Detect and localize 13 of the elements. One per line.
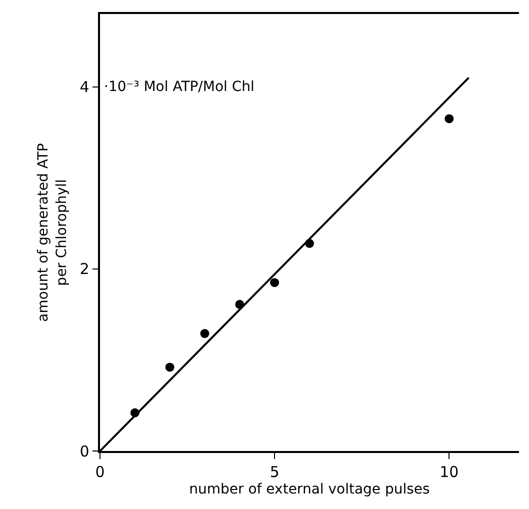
point <box>444 114 454 124</box>
y-axis-title: amount of generated ATP per Chlorophyll <box>36 143 70 322</box>
x-tick-label: 5 <box>270 462 280 481</box>
point <box>200 329 210 338</box>
point <box>165 362 174 372</box>
point <box>270 278 280 288</box>
annotation: ·10⁻³ Mol ATP/Mol Chl <box>104 79 254 95</box>
y-tick-label: 4 <box>80 78 90 96</box>
x-tick-label: 0 <box>95 462 105 481</box>
x-tick-label: 10 <box>440 462 459 481</box>
y-tick-label: 0 <box>80 442 90 460</box>
x-axis-title: number of external voltage pulses <box>189 482 430 498</box>
y-tick-label: 2 <box>80 260 90 278</box>
